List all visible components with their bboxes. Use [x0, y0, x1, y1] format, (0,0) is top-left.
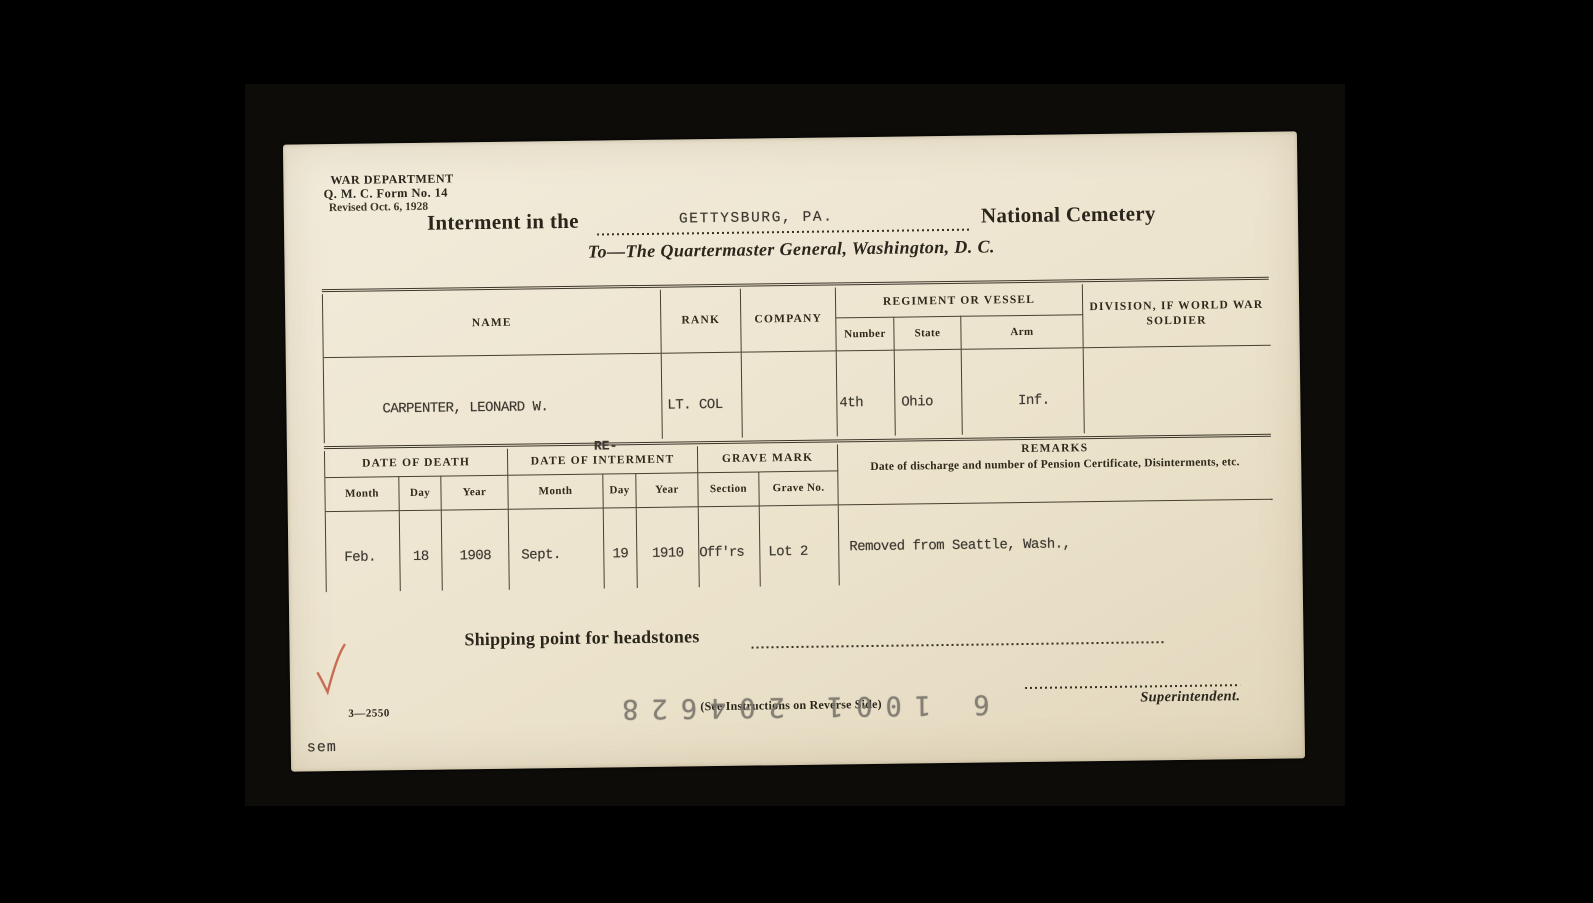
pencil-annotation: sem — [306, 739, 337, 757]
red-checkmark-icon — [316, 643, 346, 696]
col-header-number: Number — [835, 316, 895, 351]
date-of-interment-label: DATE OF INTERMENT — [530, 453, 675, 468]
grave-no-header: Grave No. — [758, 470, 839, 506]
section-header: Section — [697, 471, 760, 507]
title-prefix: Interment in the — [426, 208, 579, 235]
group-header-date-of-death: DATE OF DEATH — [324, 448, 508, 478]
cemetery-name-typed: GETTYSBURG, PA. — [678, 209, 834, 228]
cell-rank: LT. COL — [661, 351, 743, 439]
col-header-company: COMPANY — [740, 287, 837, 352]
interment-table: DATE OF DEATH DATE OF INTERMENT RE- GRAV… — [323, 438, 1274, 593]
interment-year-header: Year — [635, 472, 699, 508]
form-id-block: WAR DEPARTMENT Q. M. C. Form No. 14 Revi… — [323, 171, 454, 215]
cell-interment-month: Sept. — [508, 507, 605, 590]
col-header-arm: Arm — [960, 314, 1084, 349]
cell-section: Off'rs — [698, 505, 761, 588]
interment-month-header: Month — [507, 473, 604, 509]
cell-interment-year: 1910 — [636, 506, 700, 589]
col-header-name: NAME — [322, 289, 662, 358]
cell-remarks: Removed from Seattle, Wash., — [849, 536, 1071, 556]
col-header-rank: RANK — [660, 288, 742, 353]
col-header-division: DIVISION, IF WORLD WAR SOLDIER — [1082, 281, 1271, 348]
cell-regiment-arm: Inf. — [961, 347, 1085, 435]
form-number: Q. M. C. Form No. 14 — [323, 185, 448, 202]
col-header-regiment-group: REGIMENT OR VESSEL — [835, 284, 1083, 318]
superintendent-label: Superintendent. — [1140, 688, 1241, 706]
cell-death-day: 18 — [399, 509, 443, 592]
interment-card: WAR DEPARTMENT Q. M. C. Form No. 14 Revi… — [282, 131, 1306, 772]
re-overtype: RE- — [593, 438, 618, 454]
shipping-point-label: Shipping point for headstones — [464, 626, 700, 650]
death-year-header: Year — [440, 474, 509, 510]
death-day-header: Day — [398, 475, 442, 511]
death-month-header: Month — [324, 476, 400, 512]
group-header-date-of-interment: DATE OF INTERMENT RE- — [507, 438, 698, 475]
soldier-table: NAME RANK COMPANY REGIMENT OR VESSEL DIV… — [321, 281, 1272, 444]
cell-division — [1083, 345, 1271, 433]
interment-day-header: Day — [602, 473, 637, 508]
cell-name: CARPENTER, LEONARD W. — [323, 352, 663, 444]
cell-death-month: Feb. — [325, 510, 401, 593]
group-header-grave-mark: GRAVE MARK — [697, 444, 838, 473]
print-code: 3—2550 — [348, 707, 390, 720]
cell-interment-day: 19 — [603, 507, 638, 589]
cell-death-year: 1908 — [441, 508, 510, 591]
cell-grave-no: Lot 2 — [759, 504, 840, 587]
shipping-point-blank-line — [751, 641, 1167, 649]
cell-regiment-state: Ohio — [894, 348, 963, 436]
cell-company — [741, 350, 838, 438]
col-header-state: State — [893, 315, 962, 350]
cemetery-blank-line — [597, 228, 972, 236]
addressee-line: To—The Quartermaster General, Washington… — [587, 236, 995, 262]
serial-number-stamp: 6 1001 204628 — [608, 688, 990, 725]
title-suffix: National Cemetery — [980, 201, 1156, 228]
col-header-remarks: REMARKS Date of discharge and number of … — [837, 438, 1273, 505]
cell-regiment-number: 4th — [836, 349, 896, 437]
